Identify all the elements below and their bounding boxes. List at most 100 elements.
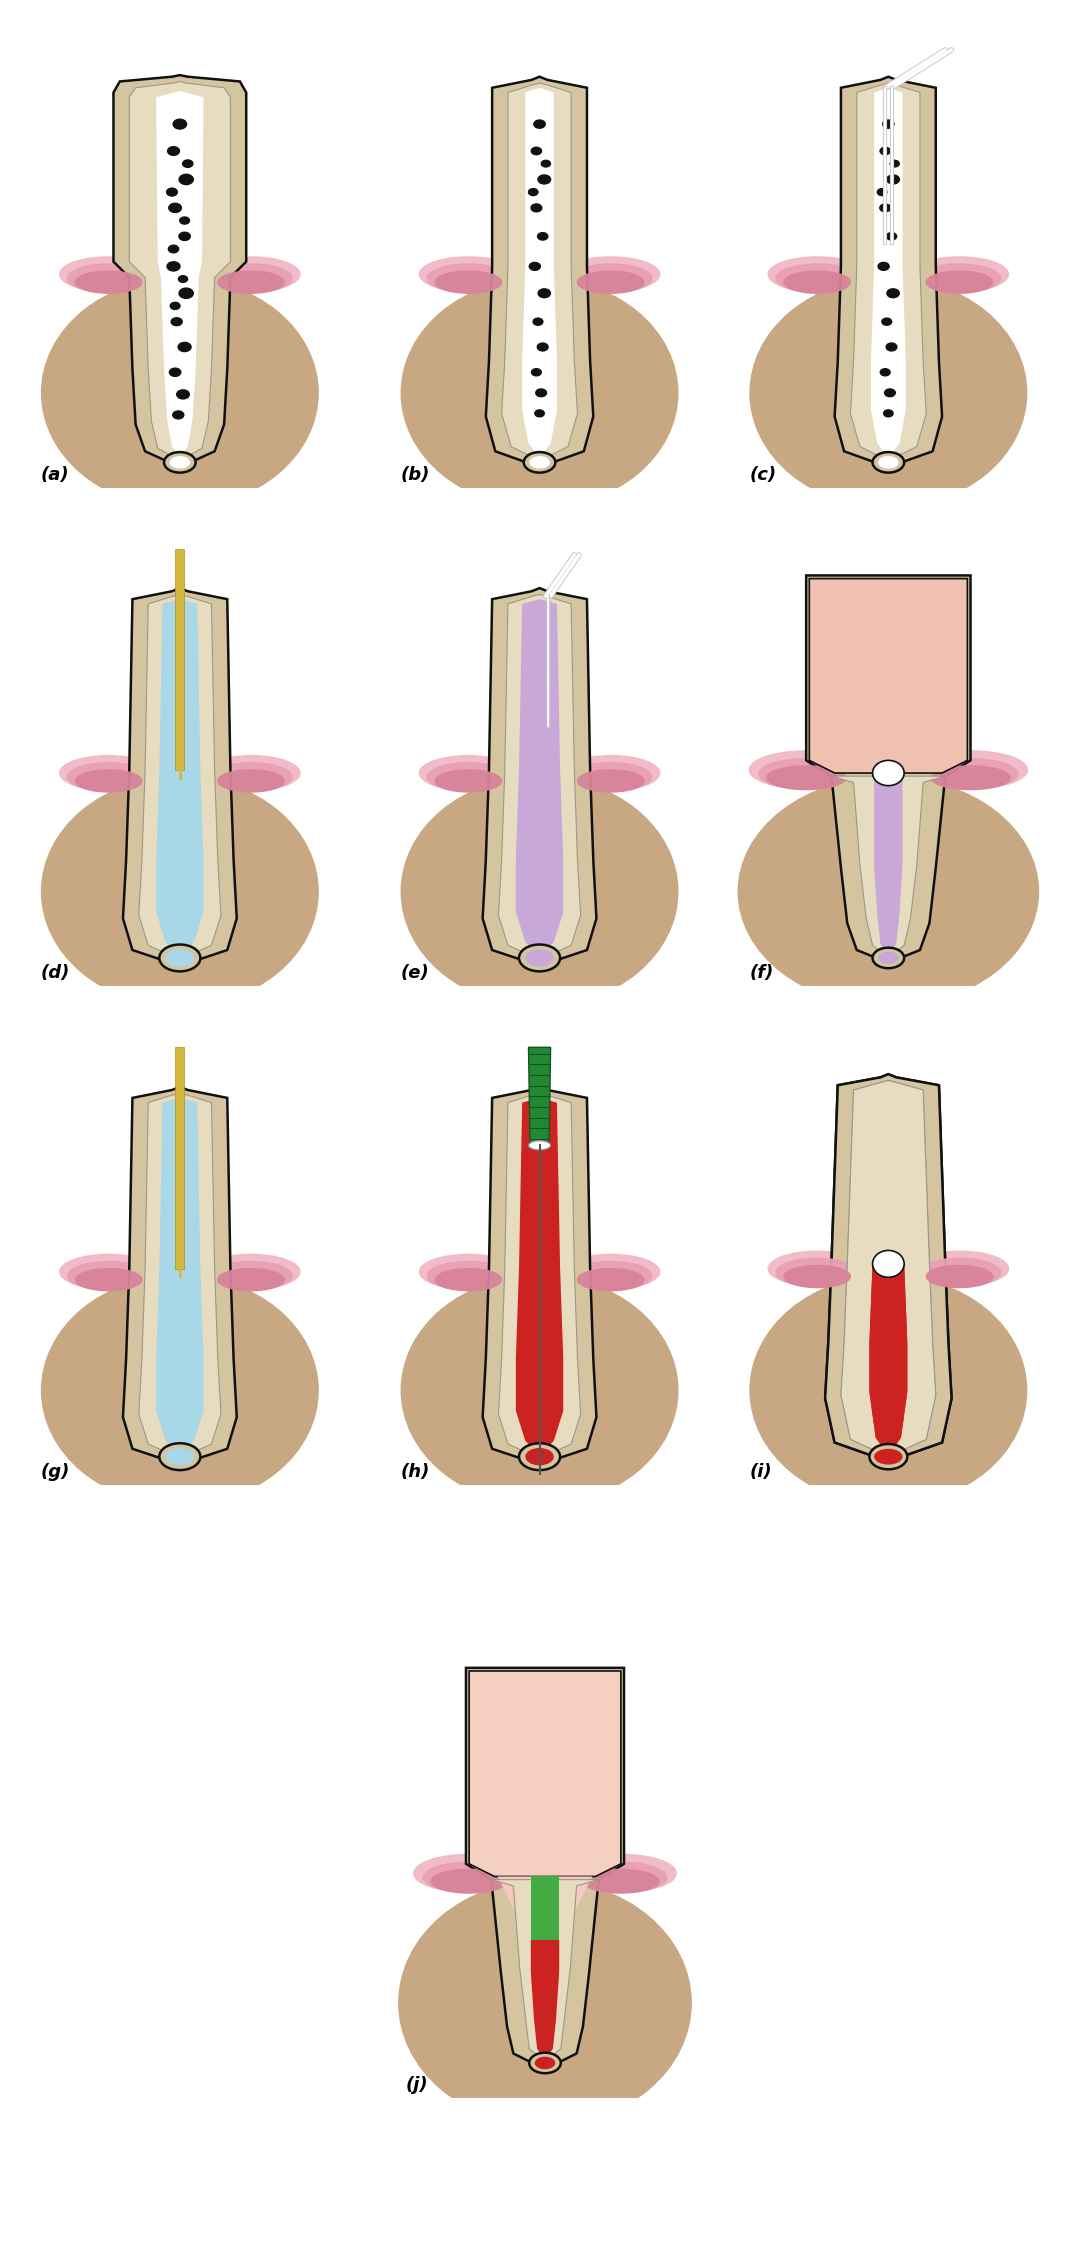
Polygon shape bbox=[497, 1877, 593, 1941]
Ellipse shape bbox=[168, 245, 179, 254]
Polygon shape bbox=[835, 77, 942, 467]
Ellipse shape bbox=[169, 204, 181, 213]
Polygon shape bbox=[156, 91, 204, 458]
Ellipse shape bbox=[399, 1879, 691, 2126]
Ellipse shape bbox=[210, 1260, 292, 1290]
Ellipse shape bbox=[159, 945, 201, 970]
Ellipse shape bbox=[432, 1870, 507, 1893]
Ellipse shape bbox=[420, 755, 518, 791]
Polygon shape bbox=[498, 1093, 581, 1458]
Ellipse shape bbox=[169, 367, 181, 376]
Ellipse shape bbox=[534, 120, 545, 129]
Ellipse shape bbox=[931, 766, 1010, 789]
Ellipse shape bbox=[179, 277, 187, 283]
Ellipse shape bbox=[872, 759, 904, 787]
Ellipse shape bbox=[170, 456, 190, 469]
Polygon shape bbox=[825, 1075, 952, 1462]
Ellipse shape bbox=[218, 1270, 284, 1290]
Ellipse shape bbox=[531, 204, 542, 211]
Ellipse shape bbox=[210, 762, 292, 791]
Ellipse shape bbox=[784, 1265, 850, 1288]
Ellipse shape bbox=[913, 750, 1028, 789]
Polygon shape bbox=[825, 1075, 952, 1462]
Ellipse shape bbox=[41, 1276, 318, 1505]
Ellipse shape bbox=[532, 370, 542, 376]
Ellipse shape bbox=[886, 234, 897, 240]
Polygon shape bbox=[138, 594, 221, 959]
Ellipse shape bbox=[538, 288, 550, 297]
Ellipse shape bbox=[202, 755, 300, 791]
Text: (b): (b) bbox=[400, 465, 429, 483]
Ellipse shape bbox=[749, 750, 863, 789]
Ellipse shape bbox=[891, 161, 899, 168]
Ellipse shape bbox=[542, 161, 550, 168]
Ellipse shape bbox=[172, 410, 184, 419]
Ellipse shape bbox=[427, 1260, 509, 1290]
Ellipse shape bbox=[877, 188, 887, 195]
Ellipse shape bbox=[159, 1444, 201, 1469]
Ellipse shape bbox=[202, 256, 300, 292]
Ellipse shape bbox=[530, 456, 549, 469]
Ellipse shape bbox=[766, 766, 846, 789]
Ellipse shape bbox=[578, 1270, 644, 1290]
Ellipse shape bbox=[519, 1444, 560, 1469]
Ellipse shape bbox=[776, 1258, 858, 1288]
Polygon shape bbox=[467, 1669, 623, 2070]
Polygon shape bbox=[123, 587, 237, 966]
Polygon shape bbox=[841, 1081, 935, 1458]
Polygon shape bbox=[483, 1086, 596, 1464]
Ellipse shape bbox=[179, 231, 191, 240]
Polygon shape bbox=[807, 576, 970, 963]
Ellipse shape bbox=[75, 272, 142, 292]
Ellipse shape bbox=[872, 1251, 904, 1276]
Ellipse shape bbox=[530, 2052, 560, 2074]
Ellipse shape bbox=[880, 204, 891, 211]
Ellipse shape bbox=[401, 1276, 678, 1505]
Ellipse shape bbox=[60, 1254, 158, 1290]
Ellipse shape bbox=[423, 1861, 514, 1893]
Polygon shape bbox=[123, 1086, 237, 1464]
Text: (h): (h) bbox=[400, 1462, 429, 1480]
Ellipse shape bbox=[210, 263, 292, 292]
Ellipse shape bbox=[420, 1254, 518, 1290]
Ellipse shape bbox=[166, 950, 194, 966]
Ellipse shape bbox=[872, 451, 904, 472]
Polygon shape bbox=[492, 1879, 598, 2061]
Ellipse shape bbox=[68, 1260, 149, 1290]
Ellipse shape bbox=[530, 263, 541, 270]
Ellipse shape bbox=[531, 147, 542, 154]
Ellipse shape bbox=[427, 762, 509, 791]
Ellipse shape bbox=[570, 263, 652, 292]
Ellipse shape bbox=[401, 279, 678, 508]
Ellipse shape bbox=[75, 771, 142, 791]
Ellipse shape bbox=[168, 147, 180, 156]
Ellipse shape bbox=[167, 188, 178, 195]
Ellipse shape bbox=[874, 1449, 903, 1464]
Ellipse shape bbox=[170, 302, 180, 308]
Ellipse shape bbox=[420, 256, 518, 292]
Ellipse shape bbox=[919, 1258, 1001, 1288]
Ellipse shape bbox=[179, 175, 193, 184]
Ellipse shape bbox=[41, 279, 318, 508]
Ellipse shape bbox=[535, 2056, 555, 2070]
Polygon shape bbox=[501, 84, 578, 460]
Polygon shape bbox=[175, 1047, 184, 1270]
Polygon shape bbox=[874, 773, 903, 957]
Polygon shape bbox=[138, 1093, 221, 1458]
Ellipse shape bbox=[435, 1270, 501, 1290]
Ellipse shape bbox=[68, 263, 149, 292]
Ellipse shape bbox=[926, 1265, 993, 1288]
Ellipse shape bbox=[180, 218, 190, 224]
Polygon shape bbox=[850, 84, 926, 460]
Ellipse shape bbox=[578, 272, 644, 292]
Text: (a): (a) bbox=[40, 465, 70, 483]
Ellipse shape bbox=[881, 370, 891, 376]
Ellipse shape bbox=[529, 1140, 550, 1149]
Ellipse shape bbox=[883, 120, 894, 129]
Ellipse shape bbox=[202, 1254, 300, 1290]
Ellipse shape bbox=[919, 263, 1001, 292]
Ellipse shape bbox=[401, 778, 678, 1007]
Ellipse shape bbox=[566, 1854, 676, 1893]
Ellipse shape bbox=[784, 272, 850, 292]
Ellipse shape bbox=[525, 950, 554, 966]
